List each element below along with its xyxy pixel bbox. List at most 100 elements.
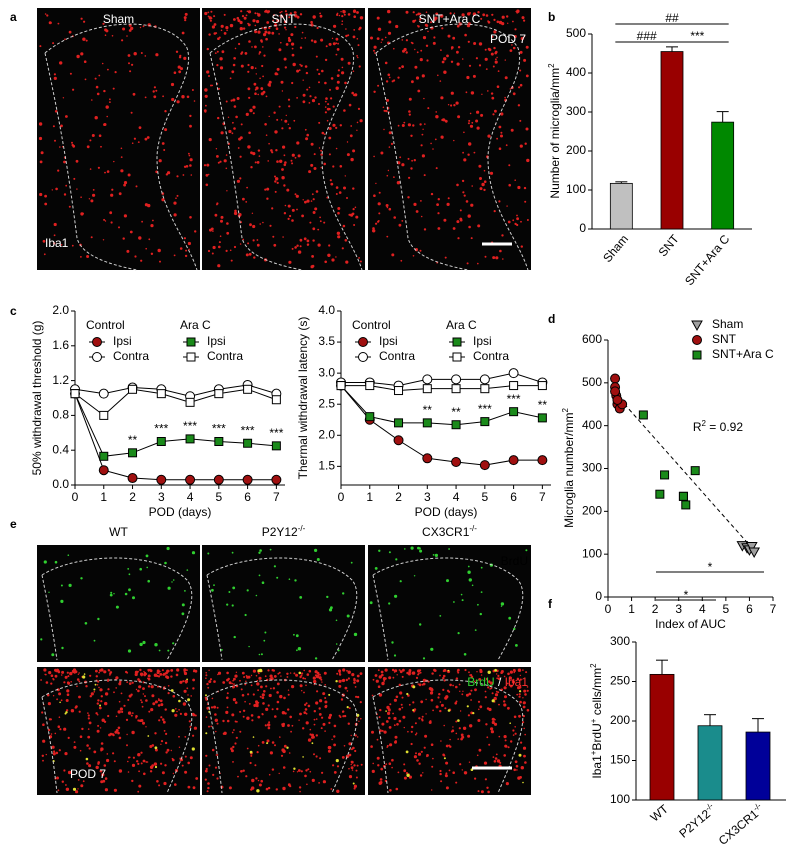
cell — [401, 163, 405, 167]
cell — [221, 50, 225, 54]
cell — [239, 710, 242, 713]
cell — [398, 223, 402, 227]
cell — [509, 676, 512, 680]
cell — [470, 237, 473, 240]
cell — [93, 688, 96, 691]
cell — [479, 612, 482, 616]
cell — [522, 746, 527, 750]
cell — [483, 180, 487, 183]
cell — [158, 719, 161, 722]
y-tick-label: 2.0 — [52, 303, 69, 317]
cell — [206, 47, 209, 51]
marker — [655, 489, 665, 499]
cell — [270, 149, 273, 152]
cell — [291, 47, 294, 50]
x-tick-label: 6 — [746, 602, 753, 616]
cell — [399, 670, 403, 674]
cell — [246, 676, 249, 679]
cell — [439, 615, 442, 617]
cell — [467, 565, 470, 568]
cell — [95, 675, 99, 678]
cell — [435, 167, 438, 170]
cell — [260, 39, 263, 42]
cell — [410, 134, 413, 137]
cell — [441, 60, 445, 64]
cell — [47, 728, 51, 732]
cell — [464, 668, 467, 672]
cell — [177, 65, 181, 69]
cell — [204, 769, 208, 773]
cell — [430, 698, 434, 702]
cell — [389, 703, 392, 706]
cell — [207, 786, 210, 790]
cell — [443, 754, 446, 757]
cell — [293, 767, 296, 770]
cell — [435, 12, 439, 16]
cell — [329, 88, 331, 91]
cell — [158, 159, 162, 163]
cell — [269, 751, 273, 755]
cell — [228, 786, 232, 790]
cell — [484, 48, 487, 51]
cell — [442, 674, 446, 678]
cell — [487, 47, 491, 51]
cell — [66, 693, 70, 696]
cell — [135, 185, 138, 188]
cell — [302, 100, 306, 104]
cell — [488, 743, 491, 746]
cell — [502, 258, 504, 260]
cell — [468, 119, 471, 122]
cell — [439, 701, 442, 703]
y-tick-label: 100 — [582, 546, 602, 560]
cell — [271, 31, 275, 35]
cell — [321, 716, 324, 719]
y-axis-label: Microglia number/mm2 — [561, 408, 577, 528]
cell — [282, 766, 286, 769]
cell — [85, 39, 88, 42]
cell — [42, 759, 44, 762]
cell — [289, 214, 292, 218]
cell — [138, 770, 141, 773]
cell — [355, 695, 358, 698]
cell — [357, 736, 359, 738]
cell — [344, 239, 348, 242]
cell — [189, 725, 192, 728]
cell — [131, 763, 136, 768]
cell — [463, 653, 467, 656]
cell — [512, 668, 516, 672]
cell — [420, 200, 422, 202]
cell — [429, 687, 433, 691]
cell — [186, 678, 189, 681]
x-tick-label: WT — [648, 802, 672, 825]
marker — [451, 384, 461, 394]
outline — [44, 23, 198, 271]
cell — [42, 723, 45, 726]
cell — [449, 738, 451, 741]
cell — [235, 736, 238, 739]
cell — [519, 776, 522, 779]
cell — [265, 134, 268, 136]
y-tick-label: 2.5 — [318, 396, 335, 410]
cell — [166, 748, 170, 752]
cell — [257, 669, 261, 673]
cell — [104, 701, 108, 706]
cell — [79, 735, 83, 738]
cell — [181, 95, 185, 99]
cell — [474, 688, 477, 692]
cell — [520, 37, 524, 41]
cell — [216, 50, 219, 53]
cell — [519, 83, 523, 87]
cell — [204, 94, 208, 98]
x-tick-label: 2 — [129, 490, 136, 504]
cell — [449, 683, 452, 687]
cell — [522, 721, 525, 724]
cell — [251, 778, 255, 783]
legend-label: Sham — [712, 317, 743, 331]
cell — [414, 48, 416, 51]
cell — [114, 730, 118, 734]
marker — [422, 418, 432, 428]
cell — [112, 87, 115, 90]
cell — [397, 76, 400, 79]
cell — [453, 139, 455, 142]
cell — [190, 174, 193, 176]
